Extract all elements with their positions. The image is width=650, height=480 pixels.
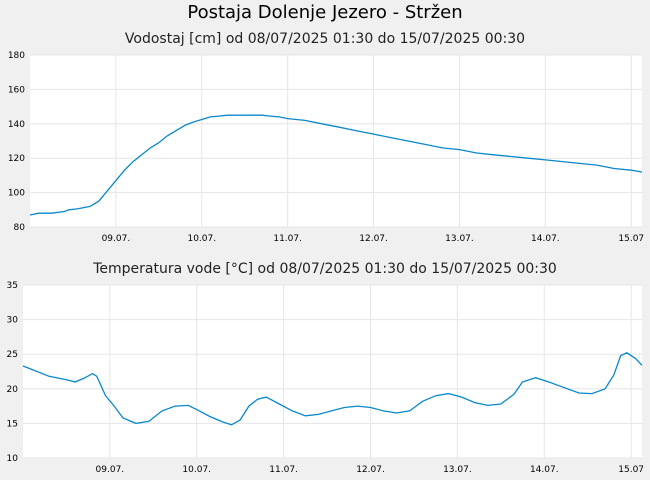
plot-area [30, 55, 642, 227]
y-tick-label: 180 [8, 51, 25, 61]
x-tick-label: 15.07 [618, 465, 644, 475]
x-tick-label: 11.07. [269, 465, 298, 475]
series-line [22, 352, 643, 426]
x-tick-label: 12.07. [356, 465, 385, 475]
y-tick-label: 10 [7, 454, 19, 464]
plot-area [23, 285, 642, 458]
x-tick-label: 15.07 [618, 234, 644, 244]
x-tick-label: 13.07. [443, 465, 472, 475]
x-tick-label: 10.07. [182, 465, 211, 475]
x-tick-label: 11.07. [273, 234, 302, 244]
y-tick-label: 80 [14, 223, 26, 233]
y-tick-label: 20 [7, 385, 19, 395]
chart-1-title: Vodostaj [cm] od 08/07/2025 01:30 do 15/… [124, 31, 526, 47]
x-tick-label: 14.07. [530, 465, 559, 475]
x-tick-label: 14.07. [531, 234, 560, 244]
page-title: Postaja Dolenje Jezero - Stržen [187, 2, 463, 23]
y-tick-label: 100 [8, 189, 25, 199]
y-tick-label: 120 [8, 154, 25, 164]
x-tick-label: 12.07. [359, 234, 388, 244]
x-tick-label: 13.07. [445, 234, 474, 244]
y-tick-label: 30 [7, 316, 19, 326]
y-tick-label: 15 [7, 419, 18, 429]
series-line [29, 114, 643, 216]
y-tick-label: 160 [8, 85, 25, 95]
x-tick-label: 09.07. [102, 234, 131, 244]
y-tick-label: 140 [8, 120, 25, 130]
y-tick-label: 35 [7, 281, 18, 291]
x-tick-label: 09.07. [96, 465, 125, 475]
x-tick-label: 10.07. [187, 234, 216, 244]
chart-2-title: Temperatura vode [°C] od 08/07/2025 01:3… [93, 261, 557, 277]
y-tick-label: 25 [7, 350, 18, 360]
